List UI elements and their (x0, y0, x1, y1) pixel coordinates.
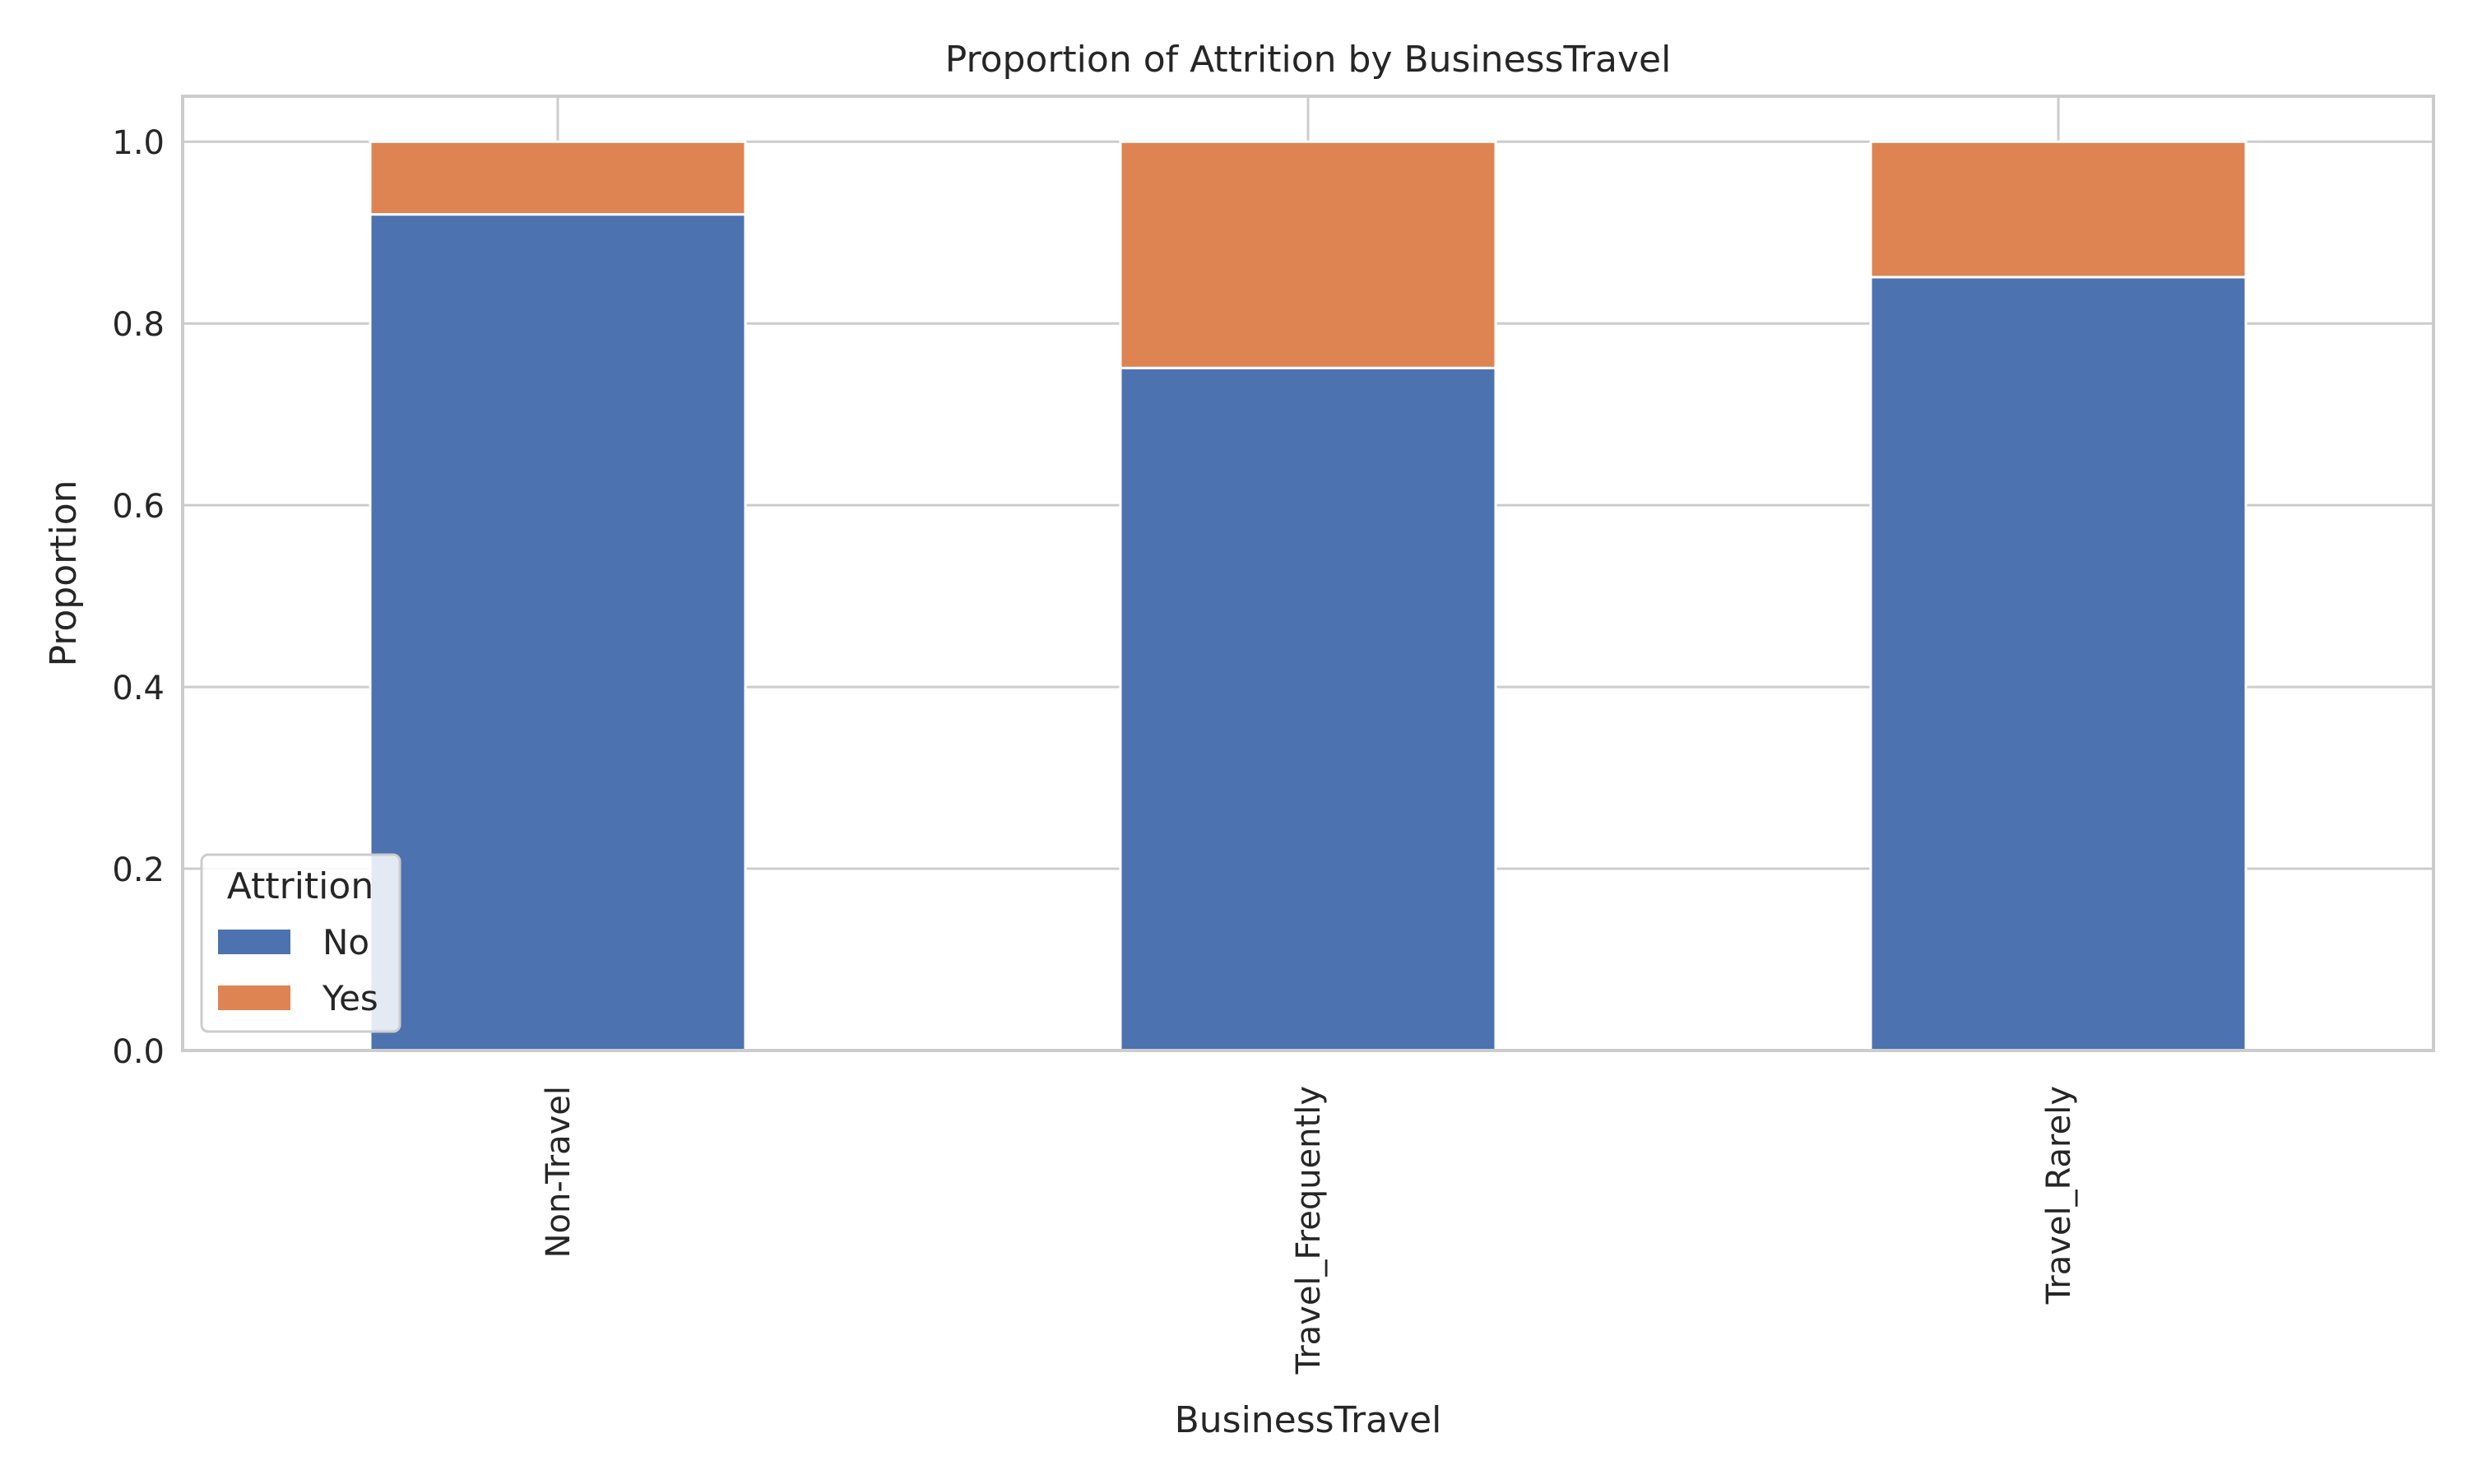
y-axis-label: Proportion (43, 480, 85, 666)
x-axis-label: BusinessTravel (1175, 1399, 1442, 1441)
bar-no-travel-rarely (1869, 276, 2248, 1052)
x-tick-labels: Non-Travel Travel_Frequently Travel_Rarely (540, 1086, 2078, 1375)
bars (369, 140, 2248, 1052)
y-tick-label: 0.2 (112, 851, 165, 889)
y-tick-label: 0.0 (112, 1033, 165, 1071)
y-tick-label: 0.8 (112, 306, 165, 344)
bar-yes-travel-rarely (1869, 140, 2248, 279)
y-tick-label: 0.6 (112, 488, 165, 526)
y-tick-labels: 0.0 0.2 0.4 0.6 0.8 1.0 (112, 124, 165, 1071)
legend-label-yes: Yes (322, 978, 378, 1018)
x-tick-label: Non-Travel (540, 1086, 578, 1258)
legend: Attrition No Yes (200, 853, 401, 1033)
y-tick-label: 0.4 (112, 670, 165, 707)
legend-swatch-no (218, 930, 290, 954)
bar-yes-non-travel (369, 140, 747, 216)
x-tick-label: Travel_Rarely (2040, 1086, 2078, 1305)
bar-no-travel-frequently (1119, 366, 1497, 1052)
bar-no-non-travel (369, 213, 747, 1052)
legend-swatch-yes (218, 985, 290, 1010)
y-tick-label: 1.0 (112, 124, 165, 162)
x-tick-label: Travel_Frequently (1290, 1086, 1328, 1375)
plot-frame (181, 95, 2435, 1052)
legend-title: Attrition (227, 865, 373, 907)
legend-label-no: No (322, 922, 369, 962)
chart-title: Proportion of Attrition by BusinessTrave… (945, 39, 1672, 81)
bar-yes-travel-frequently (1119, 140, 1497, 369)
